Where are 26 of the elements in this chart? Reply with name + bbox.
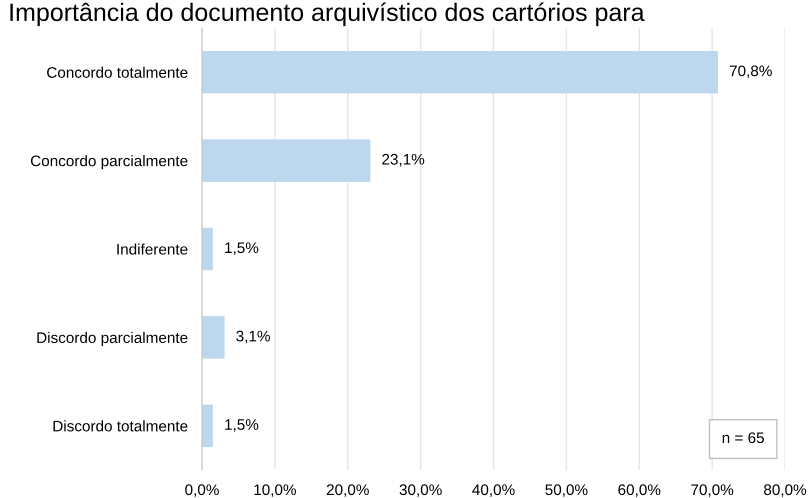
bar (202, 139, 370, 182)
bar (202, 404, 213, 448)
x-tick-label: 30,0% (400, 484, 442, 497)
bar (202, 50, 718, 94)
x-tick-label: 70,0% (691, 484, 734, 497)
chart-title: Importância do documento arquivístico dos cartórios para (10, 2, 645, 26)
annotation: n = 65 (722, 432, 764, 444)
x-tick-label: 50,0% (545, 484, 588, 497)
y-tick-label: Discordo totalmente (54, 420, 188, 432)
x-tick-label: 80,0% (764, 484, 806, 497)
data-label: 23,1% (382, 154, 424, 167)
y-tick-label: Discordo parcialmente (37, 332, 188, 346)
data-label: 3,1% (236, 330, 270, 344)
data-label: 1,5% (225, 242, 258, 255)
data-label: 70,8% (730, 65, 772, 78)
y-tick-label: Concordo totalmente (47, 66, 188, 78)
x-tick-label: 60,0% (618, 484, 660, 497)
x-tick-label: 40,0% (472, 484, 515, 497)
x-tick-label: 20,0% (326, 484, 369, 497)
data-label: 1,5% (225, 419, 258, 432)
bar (202, 228, 213, 270)
y-tick-label: Indiferente (117, 243, 188, 255)
x-tick-label: 10,0% (254, 484, 296, 497)
bar (202, 316, 225, 359)
x-tick-label: 0,0% (185, 484, 219, 497)
y-tick-label: Concordo parcialmente (30, 155, 188, 170)
